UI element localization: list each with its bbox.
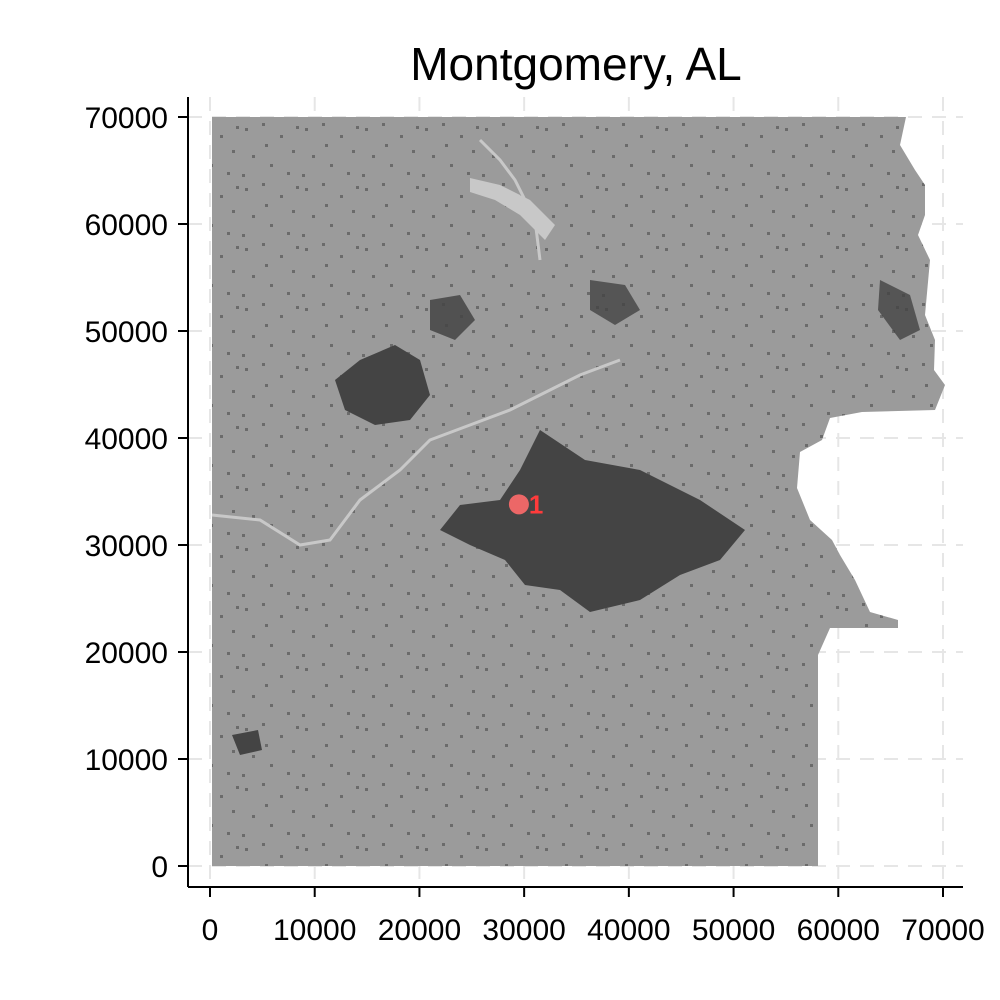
axes: 0 10000 20000 30000 40000 50000 60000 70000 010… xyxy=(85,97,985,947)
x-tick-label: 10000 xyxy=(273,914,356,947)
y-tick-label: 30000 xyxy=(85,530,168,563)
map-title: Montgomery, AL xyxy=(410,38,742,90)
y-axis-ticks: 0 10000 20000 30000 40000 50000 60000 70000 xyxy=(85,102,188,884)
x-tick-label: 30000 xyxy=(482,914,565,947)
x-tick-label: 70000 xyxy=(901,914,984,947)
x-tick-label: 20000 xyxy=(378,914,461,947)
y-tick-label: 40000 xyxy=(85,423,168,456)
x-tick-label: 40000 xyxy=(587,914,670,947)
y-tick-label: 70000 xyxy=(85,102,168,135)
location-marker-label: 1 xyxy=(529,489,543,519)
x-tick-label: 0 xyxy=(202,914,219,947)
y-tick-label: 20000 xyxy=(85,637,168,670)
y-tick-label: 0 xyxy=(151,851,168,884)
points-layer: 1 xyxy=(508,489,543,519)
location-marker[interactable] xyxy=(508,494,529,515)
y-tick-label: 50000 xyxy=(85,316,168,349)
x-tick-label: 60000 xyxy=(797,914,880,947)
developed-areas xyxy=(232,280,920,755)
x-axis-ticks: 0 10000 20000 30000 40000 50000 60000 70000 xyxy=(202,887,985,947)
water-features xyxy=(211,138,621,547)
x-tick-label: 50000 xyxy=(692,914,775,947)
y-tick-label: 60000 xyxy=(85,209,168,242)
y-tick-label: 10000 xyxy=(85,744,168,777)
